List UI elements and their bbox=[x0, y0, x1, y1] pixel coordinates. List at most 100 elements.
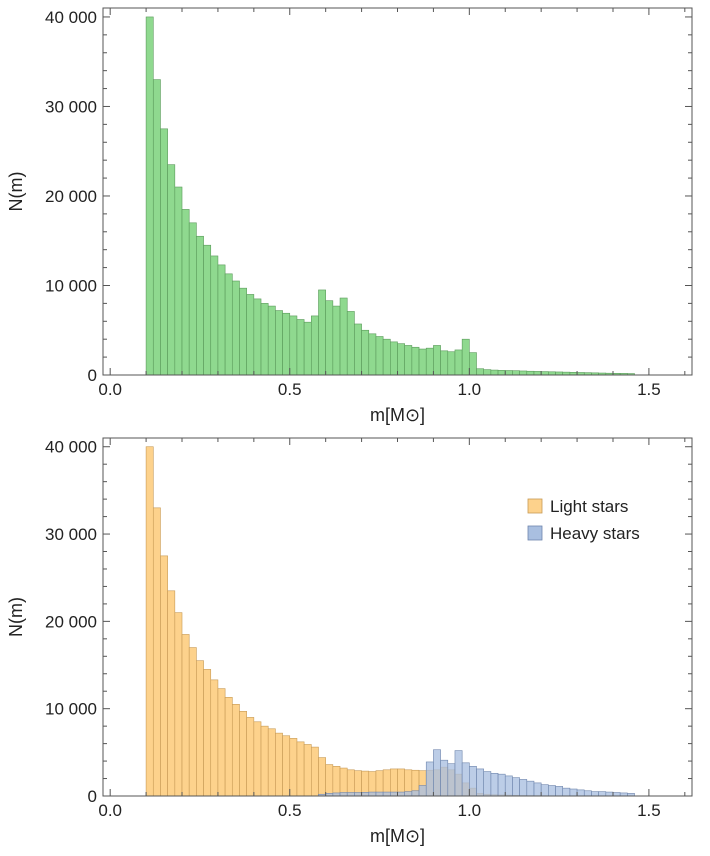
bar bbox=[490, 369, 499, 376]
y-tick-label: 0 bbox=[88, 787, 97, 806]
bar bbox=[461, 762, 470, 797]
bar bbox=[548, 785, 556, 797]
bar bbox=[188, 647, 197, 797]
series-1 bbox=[145, 16, 635, 376]
y-tick-label: 10 000 bbox=[45, 700, 97, 719]
y-tick-label: 30 000 bbox=[45, 525, 97, 544]
bar bbox=[418, 348, 427, 376]
bar bbox=[332, 766, 341, 797]
x-tick-label: 0.0 bbox=[98, 380, 122, 399]
bar bbox=[167, 590, 176, 797]
bar bbox=[160, 555, 168, 797]
bar bbox=[368, 333, 377, 376]
bar bbox=[246, 717, 255, 797]
bar bbox=[469, 766, 477, 797]
bar bbox=[504, 775, 513, 797]
bar bbox=[490, 772, 499, 797]
bar bbox=[519, 370, 528, 376]
bar bbox=[476, 368, 484, 376]
bar bbox=[533, 371, 542, 376]
bar bbox=[332, 305, 341, 376]
bar bbox=[469, 352, 477, 376]
y-tick-label: 0 bbox=[88, 366, 97, 385]
bar bbox=[354, 792, 362, 797]
bar bbox=[203, 669, 212, 797]
bar bbox=[196, 235, 204, 376]
bar bbox=[390, 341, 398, 376]
bar bbox=[203, 244, 212, 376]
bar bbox=[476, 768, 484, 797]
bar bbox=[275, 310, 283, 376]
bar bbox=[454, 750, 463, 797]
bar bbox=[418, 785, 427, 797]
bar bbox=[339, 792, 348, 797]
x-tick-label: 0.5 bbox=[278, 801, 302, 820]
chart-panel-2: 0.0 0.5 1.0 1.5 0 10 000 20 000 30 000 40 000 m[M… bbox=[6, 437, 693, 846]
bar bbox=[310, 315, 319, 376]
bar bbox=[540, 784, 549, 797]
bar bbox=[361, 329, 370, 376]
bar bbox=[145, 16, 154, 376]
bar bbox=[303, 321, 312, 376]
bar bbox=[526, 370, 535, 376]
bar bbox=[260, 725, 269, 797]
bar bbox=[275, 732, 283, 797]
bar bbox=[533, 782, 542, 797]
y-tick-label: 20 000 bbox=[45, 187, 97, 206]
bar bbox=[267, 305, 276, 376]
bar bbox=[354, 323, 362, 376]
bar bbox=[160, 128, 168, 376]
bar bbox=[598, 791, 607, 797]
bar bbox=[440, 759, 449, 797]
bar bbox=[454, 349, 463, 376]
bar bbox=[576, 789, 585, 797]
bar bbox=[461, 338, 470, 376]
bar bbox=[612, 792, 621, 797]
bar bbox=[210, 679, 219, 797]
bar bbox=[497, 773, 506, 797]
bar bbox=[504, 370, 513, 376]
bar bbox=[181, 209, 190, 376]
bar bbox=[210, 255, 219, 376]
bar bbox=[605, 791, 614, 797]
bar bbox=[375, 791, 384, 797]
legend-label: Light stars bbox=[550, 497, 628, 516]
bar bbox=[231, 704, 240, 797]
x-axis-label: m[M⊙] bbox=[370, 826, 425, 846]
y-tick-label: 10 000 bbox=[45, 276, 97, 295]
x-tick-label: 1.0 bbox=[458, 801, 482, 820]
bar bbox=[354, 770, 362, 797]
bar bbox=[433, 749, 441, 797]
y-tick-label: 30 000 bbox=[45, 97, 97, 116]
bar bbox=[497, 370, 506, 376]
bar bbox=[425, 347, 434, 376]
bar bbox=[282, 735, 291, 797]
bar bbox=[339, 767, 348, 797]
bar bbox=[152, 79, 161, 376]
bar bbox=[246, 294, 255, 376]
bar bbox=[296, 741, 305, 797]
bar bbox=[181, 634, 190, 797]
x-tick-label: 1.0 bbox=[458, 380, 482, 399]
bar bbox=[361, 792, 370, 797]
bar bbox=[282, 312, 291, 376]
bar bbox=[569, 788, 578, 797]
bar bbox=[318, 757, 326, 797]
bar bbox=[483, 369, 492, 376]
y-tick-label: 20 000 bbox=[45, 612, 97, 631]
legend-swatch bbox=[527, 498, 543, 514]
bar bbox=[404, 345, 413, 376]
bar bbox=[267, 728, 276, 797]
bar bbox=[562, 787, 571, 797]
bar bbox=[382, 791, 391, 797]
series-1 bbox=[145, 446, 635, 797]
bar bbox=[196, 660, 204, 797]
y-axis-label: N(m) bbox=[6, 597, 26, 637]
bar bbox=[411, 346, 420, 376]
bar bbox=[253, 721, 262, 797]
legend: Light stars Heavy stars bbox=[527, 497, 640, 543]
x-tick-label: 0.0 bbox=[98, 801, 122, 820]
bar bbox=[555, 786, 564, 797]
x-tick-label: 1.5 bbox=[637, 380, 661, 399]
